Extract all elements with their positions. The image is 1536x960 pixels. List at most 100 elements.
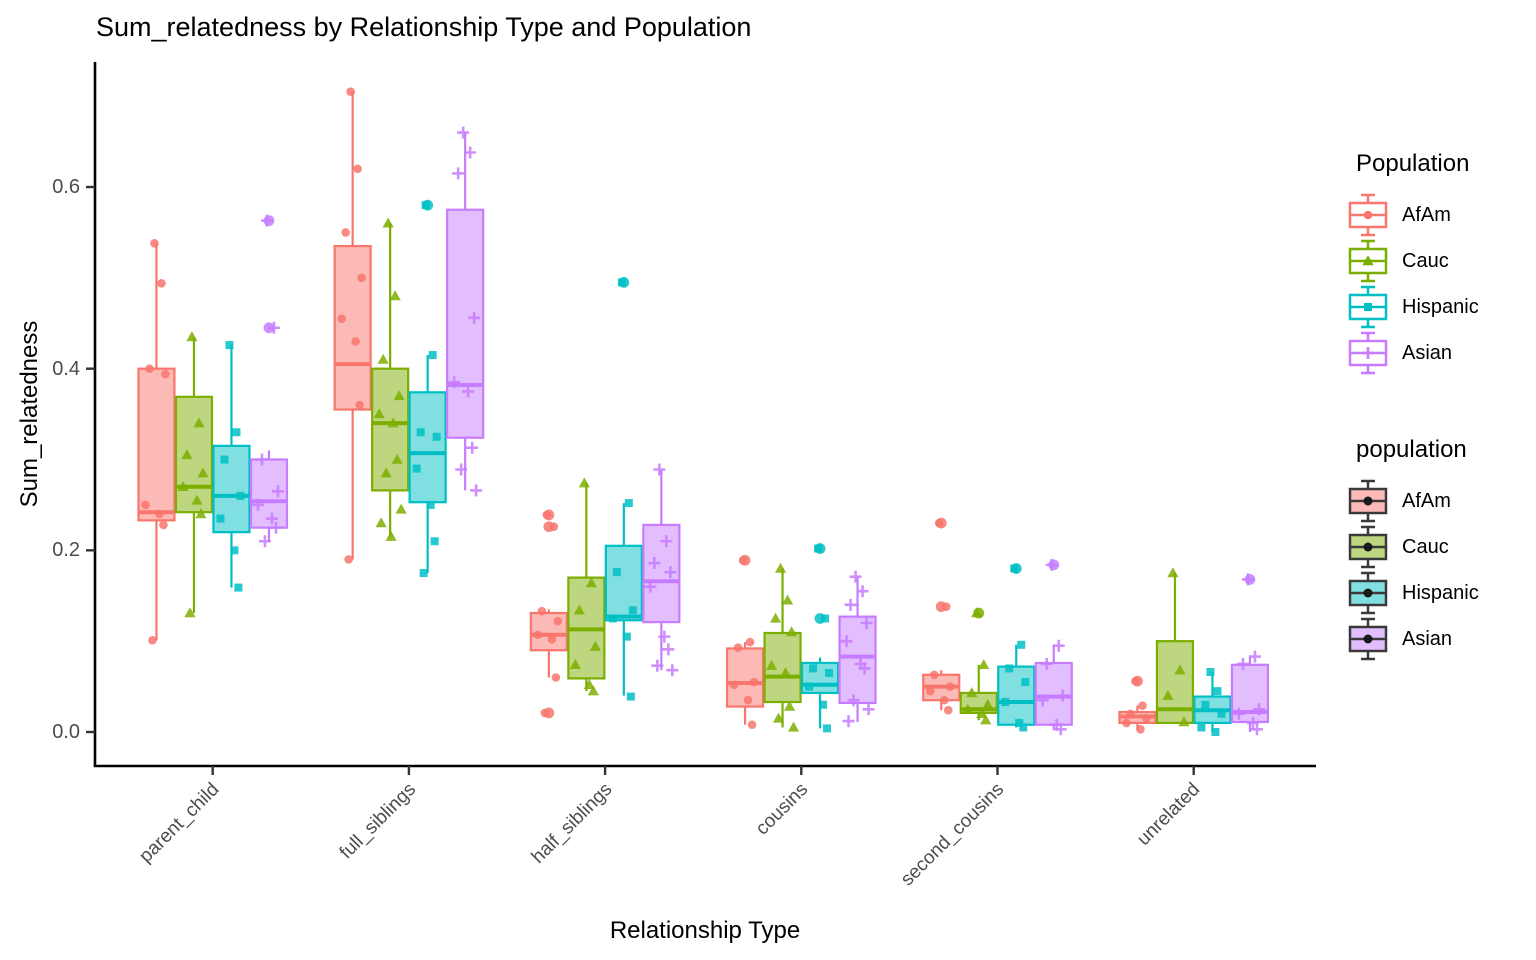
jitter-point: [945, 682, 955, 691]
jitter-point: [941, 602, 951, 611]
jitter-point: [455, 463, 468, 476]
jitter-point: [862, 703, 875, 716]
jitter-point: [416, 428, 425, 437]
jitter-point: [373, 408, 385, 419]
jitter-point: [858, 662, 871, 675]
jitter-point: [533, 630, 543, 640]
boxplot-Asian-parent_child: [249, 214, 289, 548]
jitter-point: [644, 580, 657, 593]
jitter-point: [155, 509, 164, 519]
legend-population-fill: population AfAm Cauc Hispanic Asian: [1348, 436, 1536, 662]
jitter-point: [664, 566, 677, 579]
boxplot-Hispanic-parent_child: [212, 341, 251, 592]
boxplot-Cauc-unrelated: [1155, 567, 1195, 727]
jitter-point: [1054, 723, 1067, 736]
jitter-point: [1162, 689, 1174, 700]
jitter-point: [395, 503, 407, 514]
legend-population-shape: Population AfAm Cauc Hispanic Asian: [1348, 150, 1536, 376]
jitter-point: [585, 577, 597, 588]
median-dot-icon: [1363, 496, 1373, 506]
jitter-point: [382, 217, 394, 228]
jitter-point: [1211, 728, 1220, 736]
legend-key-boxplot-icon: [1348, 617, 1388, 661]
boxplot-Cauc-parent_child: [174, 331, 214, 618]
jitter-point: [774, 562, 787, 573]
jitter-point: [1001, 698, 1010, 707]
boxplot-Asian-half_siblings: [642, 463, 681, 677]
jitter-point: [161, 369, 170, 379]
jitter-point: [587, 685, 599, 696]
jitter-point: [1246, 716, 1259, 729]
jitter-point: [569, 658, 581, 669]
jitter-point: [849, 570, 862, 583]
jitter-point: [448, 376, 461, 389]
jitter-point: [1122, 718, 1131, 728]
boxplot-AfAm-second_cousins: [922, 517, 961, 715]
jitter-point: [1167, 567, 1179, 578]
boxplot-Hispanic-cousins: [800, 543, 840, 733]
jitter-point: [1201, 700, 1210, 709]
box: [446, 208, 485, 439]
jitter-point: [542, 510, 552, 520]
legend-key-boxplot-icon: [1348, 239, 1388, 283]
jitter-point: [653, 463, 666, 476]
box: [249, 458, 289, 529]
jitter-point: [236, 491, 245, 500]
circle-point-icon: [1363, 210, 1373, 220]
jitter-point: [934, 518, 944, 528]
square-point-icon: [1364, 303, 1372, 311]
jitter-point: [344, 555, 353, 564]
legend-item-afam: AfAm: [1348, 478, 1536, 524]
boxplot-Hispanic-full_siblings: [408, 199, 447, 578]
jitter-point: [1056, 689, 1069, 702]
jitter-point: [1045, 558, 1058, 571]
jitter-point: [617, 278, 626, 287]
jitter-point: [805, 682, 814, 691]
jitter-point: [553, 616, 563, 626]
legend-item-label: Hispanic: [1402, 295, 1479, 318]
jitter-point: [385, 530, 397, 541]
jitter-point: [377, 353, 389, 364]
jitter-point: [608, 614, 617, 623]
legend-item-label: AfAm: [1402, 203, 1451, 226]
jitter-point: [1206, 668, 1215, 677]
legend-key-boxplot-icon: [1348, 479, 1388, 523]
jitter-point: [184, 607, 196, 618]
jitter-point: [1138, 701, 1147, 710]
jitter-point: [464, 146, 477, 159]
jitter-point: [1236, 657, 1249, 670]
jitter-point: [847, 694, 860, 707]
jitter-point: [258, 535, 271, 548]
jitter-point: [825, 668, 834, 677]
jitter-point: [1252, 703, 1265, 716]
jitter-point: [662, 643, 675, 656]
jitter-point: [181, 449, 193, 460]
jitter-point: [1136, 724, 1145, 734]
legend-item-label: AfAm: [1402, 489, 1451, 512]
box: [1034, 661, 1073, 726]
jitter-point: [380, 467, 392, 478]
jitter-point: [842, 715, 855, 728]
jitter-point: [157, 278, 166, 288]
legend-item-label: Asian: [1402, 627, 1453, 650]
boxplot-Cauc-half_siblings: [567, 477, 606, 696]
jitter-point: [1040, 657, 1053, 670]
jitter-point: [1248, 650, 1261, 663]
jitter-point: [387, 417, 399, 428]
jitter-point: [351, 337, 360, 346]
chart-title: Sum_relatedness by Relationship Type and…: [96, 12, 752, 42]
jitter-point: [1019, 723, 1028, 732]
jitter-point: [1036, 694, 1049, 707]
jitter-point: [840, 635, 853, 648]
jitter-point: [537, 606, 547, 616]
jitter-point: [583, 678, 595, 689]
boxplot-Asian-unrelated: [1230, 573, 1270, 736]
jitter-point: [844, 598, 857, 611]
jitter-point: [814, 544, 823, 553]
boxplot-AfAm-unrelated: [1118, 675, 1157, 734]
jitter-point: [772, 712, 785, 723]
jitter-point: [660, 535, 673, 548]
jitter-point: [743, 695, 753, 705]
jitter-point: [729, 680, 739, 690]
